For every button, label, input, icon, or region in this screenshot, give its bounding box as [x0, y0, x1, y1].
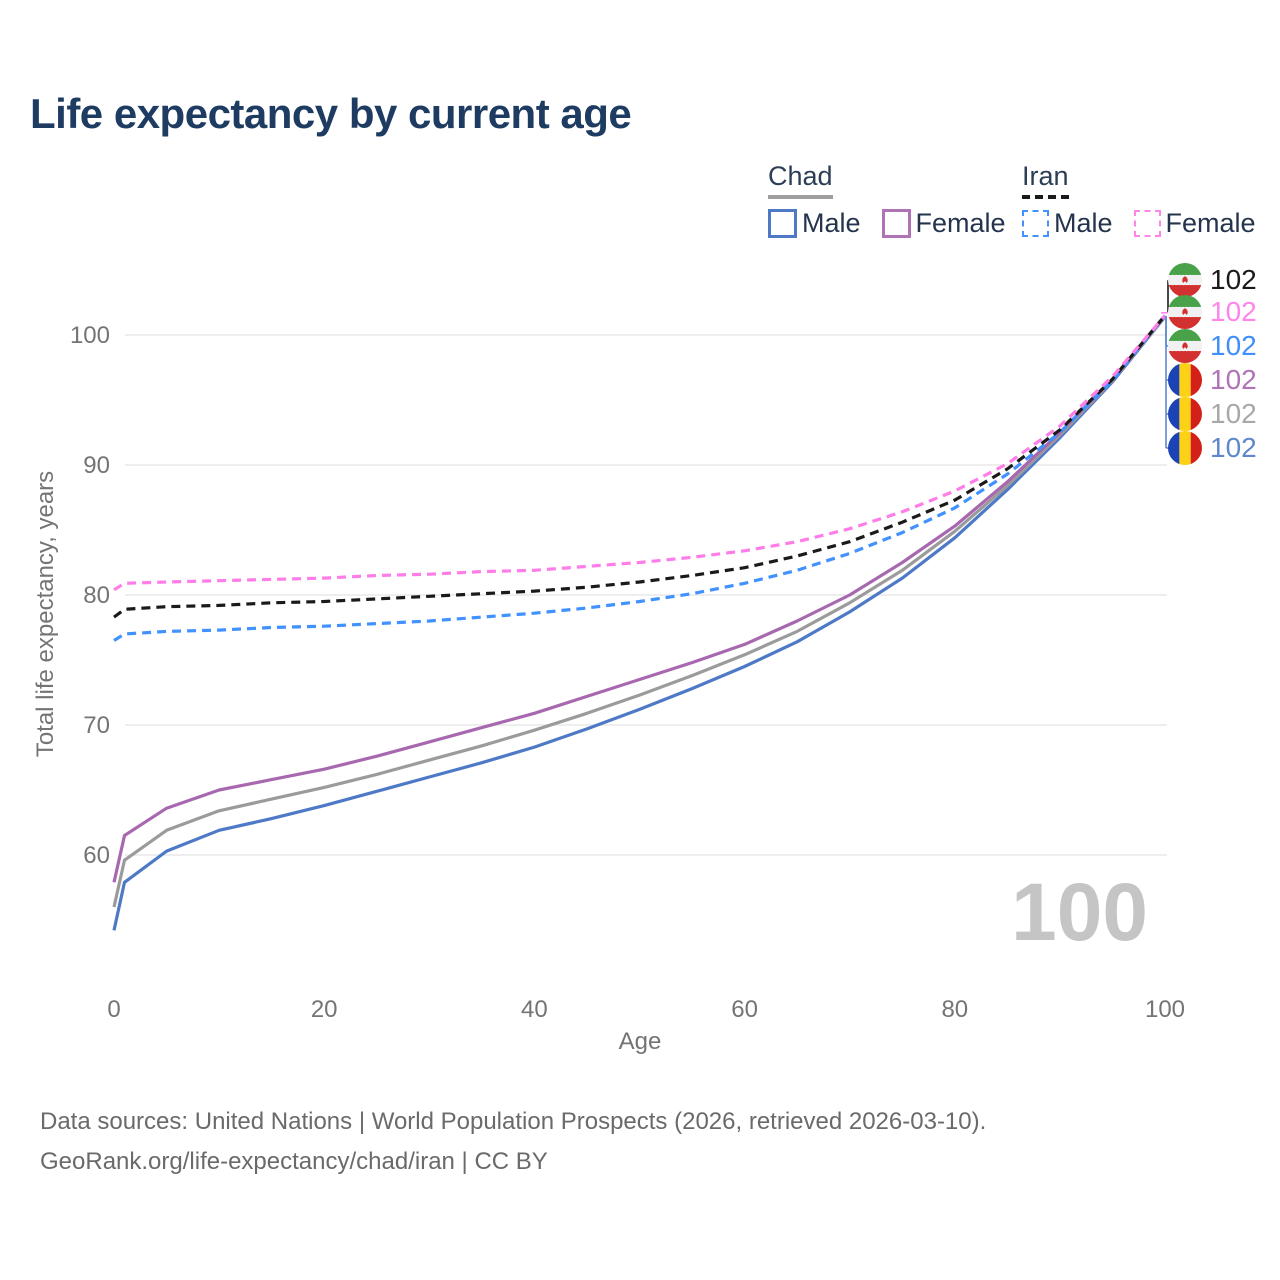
line-iran-female	[113, 314, 1167, 592]
legend-group-chad: Chad Male Female	[768, 163, 1027, 239]
attribution-text: GeoRank.org/life-expectancy/chad/iran | …	[40, 1148, 548, 1175]
end-value-row-iran-female: 102	[1168, 295, 1257, 329]
end-value-row-iran-total: 102	[1168, 263, 1257, 297]
iran-flag-icon	[1168, 295, 1202, 329]
legend-item-iran-male[interactable]: Male	[1022, 208, 1113, 239]
end-value-text: 102	[1210, 398, 1257, 429]
legend-label-iran-female: Female	[1165, 208, 1256, 238]
x-tick-label-60: 60	[731, 996, 758, 1023]
legend-title-chad[interactable]: Chad	[768, 163, 833, 199]
chad-female-swatch-icon	[881, 209, 911, 238]
data-sources-text: Data sources: United Nations | World Pop…	[40, 1108, 987, 1135]
x-tick-label-0: 0	[107, 996, 121, 1023]
y-tick-label-70: 70	[83, 712, 110, 739]
iran-flag-icon	[1168, 329, 1202, 363]
end-value-text: 102	[1210, 264, 1257, 295]
chad-flag-icon	[1168, 363, 1202, 397]
x-tick-label-40: 40	[521, 996, 548, 1023]
x-tick-label-100: 100	[1144, 996, 1186, 1023]
chad-flag-icon	[1168, 397, 1202, 431]
end-value-text: 102	[1210, 364, 1257, 395]
legend-label-chad-male: Male	[802, 208, 861, 238]
legend-item-iran-female[interactable]: Female	[1133, 208, 1256, 239]
iran-flag-icon	[1168, 263, 1202, 297]
y-tick-label-60: 60	[83, 842, 110, 869]
line-chad-total	[112, 315, 1167, 908]
end-value-text: 102	[1210, 296, 1257, 327]
iran-female-swatch-icon	[1133, 210, 1161, 237]
legend-title-iran[interactable]: Iran	[1022, 163, 1069, 199]
x-tick-label-80: 80	[941, 996, 969, 1023]
legend-label-chad-female: Female	[915, 208, 1006, 238]
legend-item-chad-male[interactable]: Male	[768, 208, 861, 239]
legend-item-chad-female[interactable]: Female	[881, 208, 1006, 239]
end-value-row-chad-male: 102	[1168, 431, 1257, 465]
y-tick-label-90: 90	[83, 452, 110, 479]
line-chad-male	[112, 315, 1167, 931]
chad-flag-icon	[1168, 431, 1202, 465]
age-counter-watermark: 100	[1011, 867, 1148, 958]
end-value-row-iran-male: 102	[1168, 329, 1257, 363]
y-tick-label-80: 80	[83, 582, 110, 609]
line-iran-male	[113, 314, 1167, 642]
legend-label-iran-male: Male	[1054, 208, 1113, 238]
x-tick-label-20: 20	[310, 996, 338, 1023]
line-chad-female	[112, 314, 1167, 883]
end-value-text: 102	[1210, 432, 1257, 463]
end-value-text: 102	[1210, 330, 1257, 361]
iran-male-swatch-icon	[1022, 210, 1049, 237]
line-iran-total	[113, 314, 1167, 619]
end-value-row-chad-female: 102	[1168, 363, 1257, 397]
chart-title: Life expectancy by current age	[30, 90, 632, 137]
y-tick-label-100: 100	[69, 322, 110, 349]
end-value-row-chad-total: 102	[1168, 397, 1257, 431]
legend-group-iran: Iran Male Female	[1022, 163, 1277, 239]
x-axis-title: Age	[618, 1028, 662, 1055]
chad-male-swatch-icon	[768, 209, 797, 238]
